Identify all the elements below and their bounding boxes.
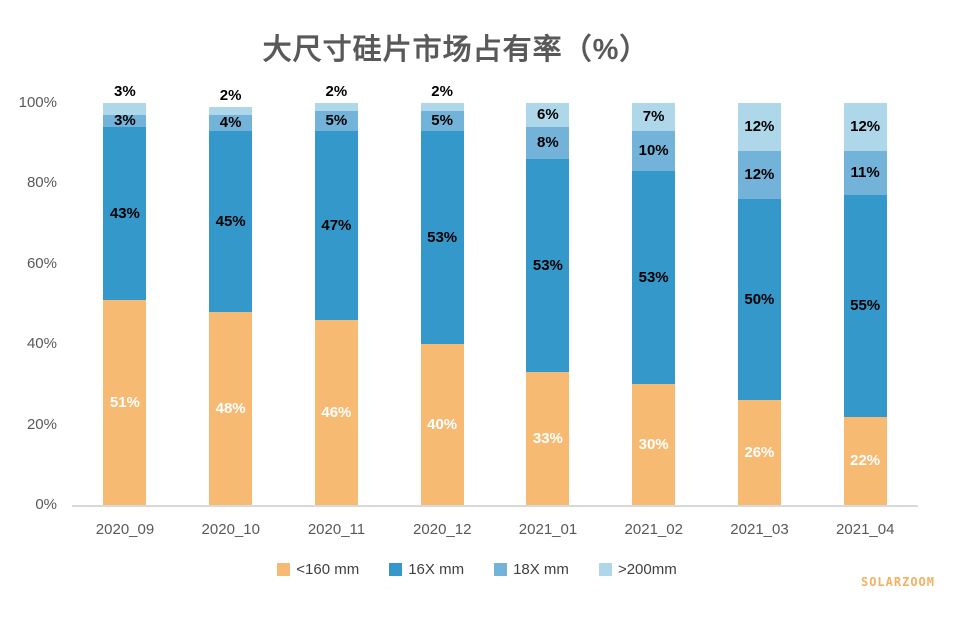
segment-label: 12% (850, 118, 881, 136)
x-axis-line (72, 505, 918, 507)
bar-segment (103, 299, 147, 505)
bar-segment (103, 103, 147, 116)
bar-segment (526, 159, 570, 373)
segment-label: 22% (850, 451, 881, 469)
bar-segment (843, 151, 887, 196)
segment-label: 10% (638, 142, 669, 160)
bar-segment (737, 400, 781, 505)
bar-segment (843, 416, 887, 505)
bar-segment (314, 320, 358, 505)
legend-swatch (494, 563, 508, 576)
bar-segment (420, 103, 464, 112)
segment-label: 3% (114, 112, 136, 130)
segment-label: 53% (427, 228, 458, 246)
bar-segment (843, 195, 887, 417)
segment-label: 26% (744, 443, 775, 461)
chart-title: 大尺寸硅片市场占有率（%） (262, 34, 650, 66)
segment-label: 47% (321, 216, 352, 234)
bar-segment (843, 103, 887, 152)
legend-item: 18X mm (494, 561, 569, 578)
bar-segment (420, 131, 464, 345)
legend-swatch (598, 563, 612, 576)
legend-item: >200mm (598, 561, 677, 578)
segment-label-above: 2% (325, 83, 348, 100)
segment-label: 45% (215, 212, 246, 230)
segment-label: 12% (744, 118, 775, 136)
bar-segment (526, 372, 570, 505)
x-tick-label: 2021_01 (518, 521, 578, 538)
legend-item: <160 mm (277, 561, 359, 578)
segment-label: 51% (109, 393, 140, 411)
legend-label: >200mm (617, 561, 677, 578)
segment-label: 50% (744, 290, 775, 308)
y-tick-label: 100% (18, 94, 57, 111)
segment-label: 7% (642, 108, 665, 126)
legend: <160 mm 16X mm 18X mm >200mm (0, 561, 954, 578)
bar-segment (632, 384, 676, 505)
legend-label: 16X mm (408, 561, 465, 578)
legend-swatch (277, 563, 291, 576)
y-tick-label: 40% (26, 335, 57, 353)
bar-segment (314, 111, 358, 132)
segment-label: 8% (537, 134, 559, 152)
bar-segment (209, 131, 253, 313)
x-tick-label: 2020_11 (307, 521, 366, 538)
segment-label: 5% (325, 112, 348, 130)
segment-label: 53% (532, 256, 563, 274)
y-tick-label: 0% (35, 496, 57, 513)
segment-label: 30% (638, 435, 669, 453)
bar-segment (420, 344, 464, 505)
x-tick-label: 2021_04 (836, 521, 895, 538)
bar-segment (632, 131, 676, 172)
bar-segment (737, 199, 781, 401)
y-tick-label: 60% (26, 254, 57, 272)
bar-segment (209, 115, 253, 132)
segment-label: 53% (638, 268, 669, 286)
legend-swatch (389, 563, 403, 576)
bar-segment (737, 151, 781, 200)
plot-area: 51% 43% 3% 3% 48% 45% 4% 2% 46% 47% 5% 2% 40% 53% 5% 2%… (72, 83, 918, 507)
x-tick-label: 2020_12 (413, 521, 472, 538)
segment-label: 4% (219, 114, 242, 132)
segment-label: 40% (427, 415, 458, 433)
bar-segment (209, 312, 253, 505)
legend-label: <160 mm (296, 561, 360, 578)
y-tick-label: 80% (26, 174, 57, 192)
segment-label-above: 2% (431, 83, 453, 100)
segment-label: 46% (321, 403, 352, 421)
segment-label: 11% (850, 164, 880, 182)
x-tick-label: 2020_10 (201, 521, 260, 538)
x-tick-label: 2021_02 (624, 521, 683, 538)
segment-label: 55% (850, 297, 881, 315)
bar-segment (420, 111, 464, 132)
x-tick-label: 2020_09 (95, 521, 155, 538)
bar-segment (209, 107, 253, 116)
bar-segment (103, 115, 147, 128)
y-tick-label: 20% (26, 415, 57, 433)
x-tick-label: 2021_03 (730, 521, 789, 538)
bar-segment (103, 127, 147, 300)
legend-label: 18X mm (513, 561, 569, 578)
segment-label-above: 3% (114, 83, 136, 100)
bar-segment (314, 131, 358, 321)
segment-label: 48% (215, 399, 246, 417)
segment-label: 43% (109, 204, 140, 222)
segment-label: 33% (532, 429, 563, 447)
legend-item: 16X mm (389, 561, 464, 578)
segment-label: 12% (744, 166, 775, 184)
bar-segment (632, 103, 676, 132)
bar-segment (737, 103, 781, 152)
bar-segment (526, 103, 570, 128)
watermark: SOLARZOOM (860, 575, 935, 589)
segment-label: 6% (537, 106, 559, 124)
bar-segment (526, 127, 570, 160)
bar-segment (632, 171, 676, 385)
segment-label: 5% (431, 112, 453, 130)
bar-segment (314, 103, 358, 112)
segment-label-above: 2% (219, 87, 242, 105)
